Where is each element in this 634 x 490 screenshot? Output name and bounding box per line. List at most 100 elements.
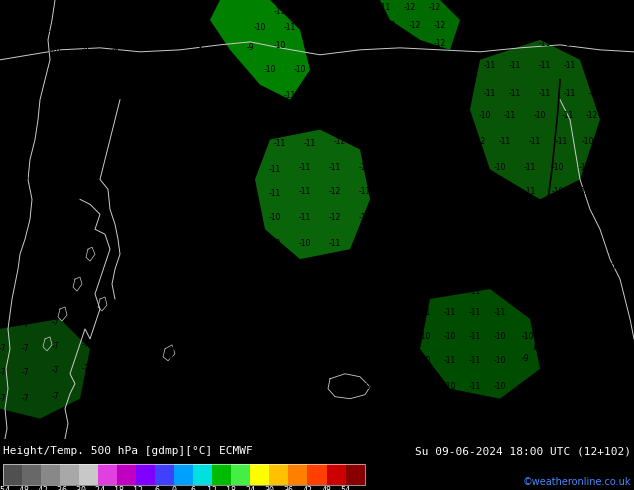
Text: -10: -10 bbox=[534, 111, 546, 120]
Text: -7: -7 bbox=[0, 422, 6, 431]
Text: -11: -11 bbox=[484, 39, 496, 49]
Text: -11: -11 bbox=[429, 111, 441, 120]
Text: -54: -54 bbox=[0, 486, 11, 490]
Text: -9: -9 bbox=[26, 73, 34, 82]
Text: -9: -9 bbox=[211, 191, 219, 200]
Text: -10: -10 bbox=[304, 3, 316, 12]
Text: -10: -10 bbox=[244, 139, 256, 148]
Text: 30: 30 bbox=[264, 486, 275, 490]
Text: -12: -12 bbox=[449, 3, 461, 12]
Text: -10: -10 bbox=[269, 239, 281, 248]
Text: -10: -10 bbox=[419, 356, 431, 366]
Text: -9: -9 bbox=[241, 265, 249, 273]
Text: -11: -11 bbox=[444, 213, 456, 222]
Text: -10: -10 bbox=[589, 89, 601, 98]
Text: -10: -10 bbox=[269, 265, 281, 273]
Text: -12: -12 bbox=[399, 111, 411, 120]
Text: -8: -8 bbox=[547, 354, 553, 363]
Text: -10: -10 bbox=[609, 137, 621, 146]
Text: -10: -10 bbox=[444, 410, 456, 419]
Text: -10: -10 bbox=[524, 287, 536, 295]
Text: -7: -7 bbox=[81, 418, 89, 427]
Text: -11: -11 bbox=[604, 22, 616, 30]
Text: -12: -12 bbox=[534, 22, 546, 30]
Text: -7: -7 bbox=[211, 362, 219, 371]
Text: -10: -10 bbox=[419, 332, 431, 342]
Text: -7: -7 bbox=[0, 197, 6, 206]
Text: -11: -11 bbox=[444, 287, 456, 295]
Text: -42: -42 bbox=[34, 486, 49, 490]
Text: -7: -7 bbox=[21, 248, 29, 258]
Text: -8: -8 bbox=[81, 169, 89, 178]
Text: -9: -9 bbox=[271, 311, 279, 319]
Text: -11: -11 bbox=[469, 263, 481, 271]
Text: -11: -11 bbox=[444, 239, 456, 248]
Text: -11: -11 bbox=[249, 113, 261, 122]
Text: -10: -10 bbox=[522, 332, 534, 342]
Text: -12: -12 bbox=[359, 39, 371, 49]
Text: -12: -12 bbox=[339, 111, 351, 120]
Text: -11: -11 bbox=[389, 163, 401, 172]
Bar bbox=[269, 465, 288, 485]
Text: -7: -7 bbox=[211, 315, 219, 323]
Text: -10: -10 bbox=[572, 332, 584, 342]
Text: -9: -9 bbox=[546, 378, 554, 387]
Text: -9: -9 bbox=[573, 404, 580, 413]
Text: -6: -6 bbox=[150, 486, 160, 490]
Bar bbox=[212, 465, 231, 485]
Text: -12: -12 bbox=[494, 3, 506, 12]
Text: -10: -10 bbox=[549, 263, 561, 271]
Text: -10: -10 bbox=[444, 382, 456, 391]
Text: -10: -10 bbox=[359, 382, 371, 391]
Text: -11: -11 bbox=[454, 111, 466, 120]
Text: -11: -11 bbox=[499, 137, 511, 146]
Text: -11: -11 bbox=[304, 41, 316, 50]
Text: -7: -7 bbox=[21, 394, 29, 403]
Text: -8: -8 bbox=[22, 123, 29, 132]
Text: -11: -11 bbox=[424, 137, 436, 146]
Text: -11: -11 bbox=[589, 61, 601, 70]
Text: 0: 0 bbox=[172, 486, 177, 490]
Text: -7: -7 bbox=[51, 366, 59, 375]
Text: -10: -10 bbox=[299, 412, 311, 421]
Text: -8: -8 bbox=[81, 193, 89, 202]
Polygon shape bbox=[380, 0, 460, 50]
Text: -9: -9 bbox=[301, 334, 309, 343]
Text: -11: -11 bbox=[494, 239, 506, 248]
Text: -9: -9 bbox=[246, 43, 254, 52]
Text: -11: -11 bbox=[434, 89, 446, 98]
Text: -7: -7 bbox=[21, 296, 29, 305]
Text: -12: -12 bbox=[409, 39, 421, 49]
Text: -10: -10 bbox=[609, 111, 621, 120]
Text: -9: -9 bbox=[546, 406, 554, 415]
Text: -11: -11 bbox=[364, 137, 376, 146]
Text: -10: -10 bbox=[579, 239, 591, 248]
Text: -10: -10 bbox=[606, 239, 618, 248]
Text: -10: -10 bbox=[574, 309, 586, 318]
Text: -11: -11 bbox=[582, 3, 594, 12]
Text: -12: -12 bbox=[329, 213, 341, 222]
Text: -12: -12 bbox=[509, 22, 521, 30]
Text: -9: -9 bbox=[521, 354, 529, 363]
Text: -12: -12 bbox=[409, 22, 421, 30]
Text: -9: -9 bbox=[216, 141, 224, 150]
Text: -11: -11 bbox=[419, 213, 431, 222]
Text: -12: -12 bbox=[334, 137, 346, 146]
Text: -10: -10 bbox=[570, 378, 582, 387]
Text: -10: -10 bbox=[576, 287, 588, 295]
Text: -10: -10 bbox=[389, 382, 401, 391]
Text: -7: -7 bbox=[81, 269, 89, 278]
Text: -11: -11 bbox=[494, 309, 506, 318]
Text: -10: -10 bbox=[299, 287, 311, 295]
Text: -9: -9 bbox=[81, 95, 89, 104]
Text: -11: -11 bbox=[404, 89, 416, 98]
Text: -11: -11 bbox=[389, 213, 401, 222]
Text: 6: 6 bbox=[191, 486, 196, 490]
Text: -10: -10 bbox=[519, 408, 531, 417]
Text: -11: -11 bbox=[469, 332, 481, 342]
Text: -12: -12 bbox=[384, 22, 396, 30]
Text: -8: -8 bbox=[242, 386, 249, 395]
Text: -8: -8 bbox=[81, 219, 89, 228]
Text: -11: -11 bbox=[354, 3, 366, 12]
Bar bbox=[193, 465, 212, 485]
